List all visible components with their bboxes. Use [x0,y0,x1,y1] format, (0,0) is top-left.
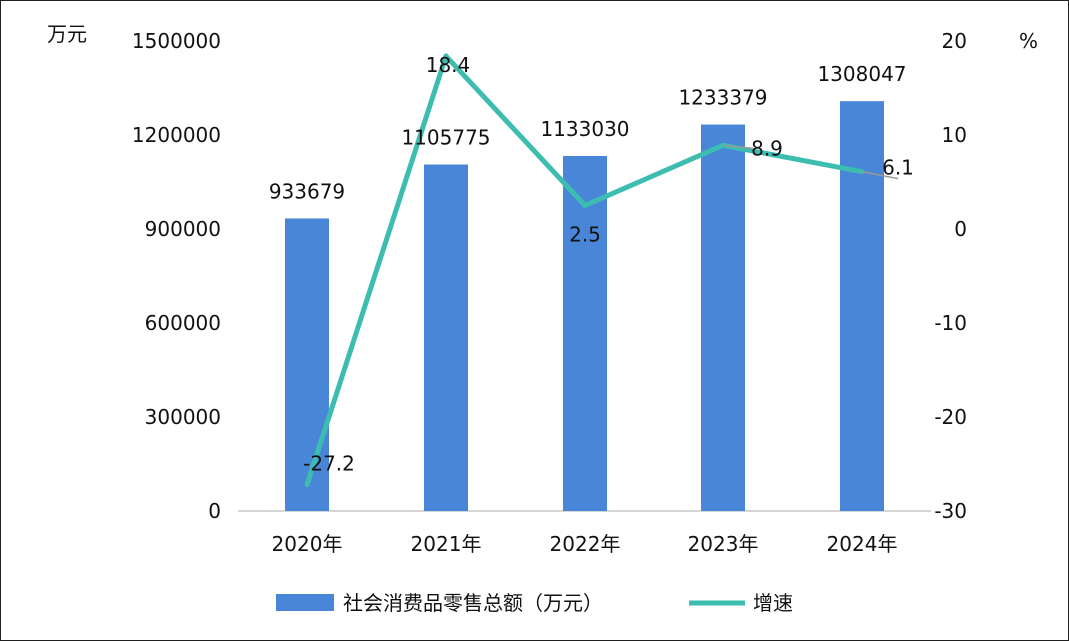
line-data-label: 6.1 [882,156,914,180]
left-tick-label: 300000 [145,405,221,429]
legend-bar-swatch [276,594,334,611]
x-tick-label: 2023年 [688,532,759,556]
line-point [304,482,310,488]
right-tick-label: 20 [942,29,967,53]
left-tick-label: 900000 [145,217,221,241]
line-series [304,53,899,488]
bar [701,124,745,511]
bar-data-label: 1308047 [817,62,906,86]
left-tick-label: 0 [208,499,221,523]
legend-line-label: 增速 [753,591,793,615]
left-tick-label: 1200000 [132,123,221,147]
right-tick-label: -20 [934,405,967,429]
leader-line [722,144,754,150]
legend-bar-label: 社会消费品零售总额（万元） [343,591,603,615]
right-tick-label: -30 [934,499,967,523]
left-axis: 0 300000 600000 900000 1200000 1500000 [132,29,221,523]
bar-data-label: 1133030 [540,117,629,141]
line-data-label: 18.4 [426,53,471,77]
bar-data-label: 1105775 [401,126,490,150]
leader-line [861,170,899,180]
bar [563,155,607,511]
x-axis: 2020年 2021年 2022年 2023年 2024年 [272,532,898,556]
bar [840,101,884,512]
right-tick-label: 10 [942,123,967,147]
right-axis: -30 -20 -10 0 10 20 [934,29,967,523]
line-data-label: 8.9 [751,136,783,160]
bar [285,218,329,511]
line-point [582,203,588,208]
bar-data-labels: 933679 1105775 1133030 1233379 1308047 [269,62,907,203]
line-data-labels: -27.2 18.4 2.5 8.9 6.1 [303,53,914,476]
right-tick-label: 0 [954,217,967,241]
right-tick-label: -10 [934,311,967,335]
x-tick-label: 2022年 [550,532,621,556]
legend: 社会消费品零售总额（万元） 增速 [276,591,793,615]
line-point [443,53,449,59]
bar [424,164,468,511]
left-axis-unit: 万元 [47,22,87,46]
x-tick-label: 2024年 [827,532,898,556]
left-tick-label: 600000 [145,311,221,335]
bar-data-label: 933679 [269,179,345,203]
bar-series [285,101,884,512]
x-tick-label: 2021年 [411,532,482,556]
bar-data-label: 1233379 [678,86,767,110]
x-tick-label: 2020年 [272,532,343,556]
line-data-label: -27.2 [303,452,355,476]
right-axis-unit: % [1019,29,1038,53]
left-tick-label: 1500000 [132,29,221,53]
line-data-label: 2.5 [569,223,601,247]
